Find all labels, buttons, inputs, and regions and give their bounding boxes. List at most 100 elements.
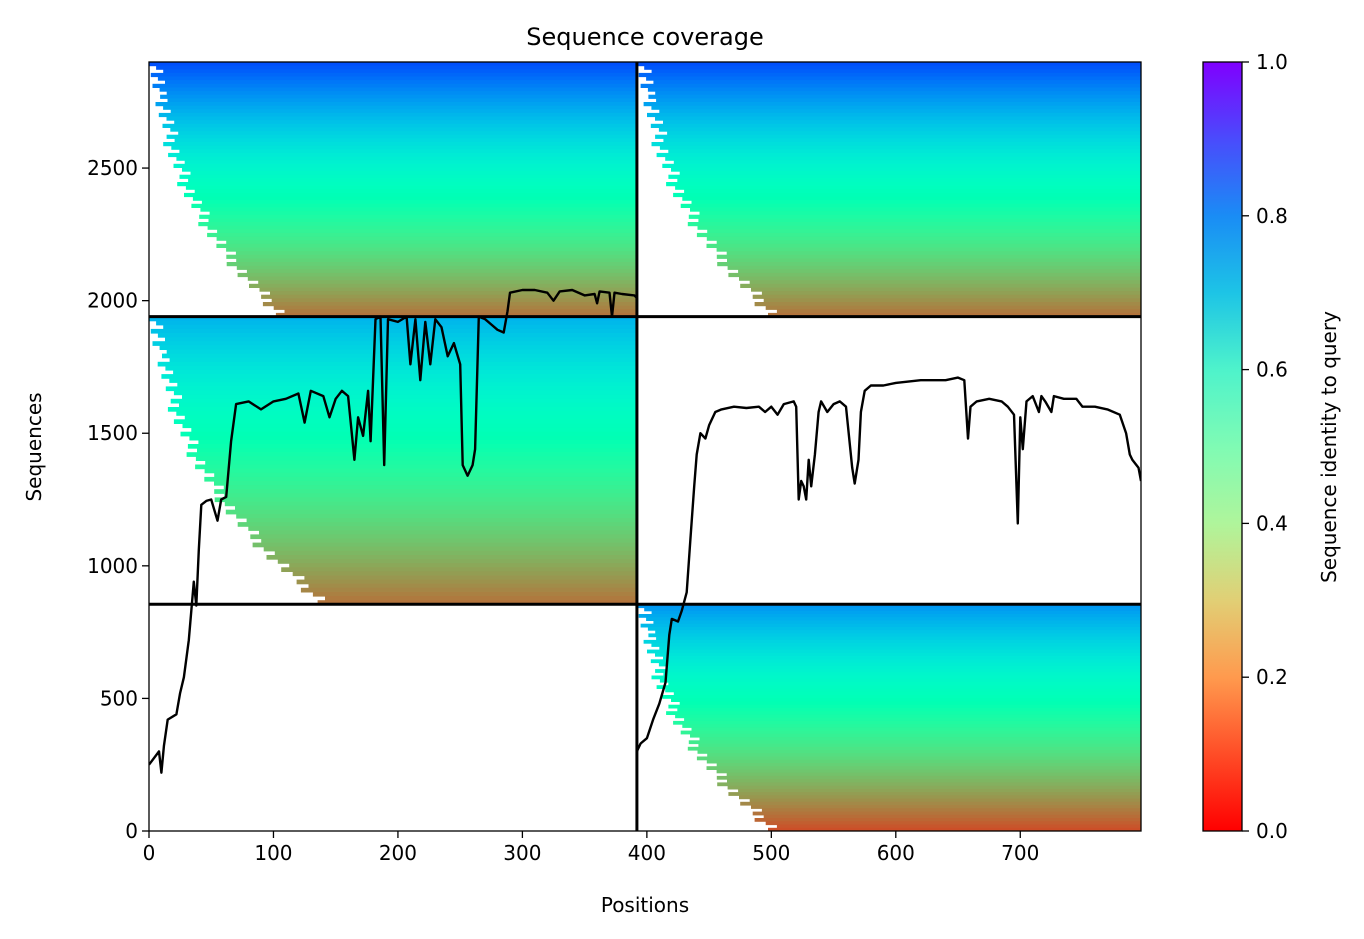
heatmap-row — [296, 579, 637, 585]
x-tick-label: 400 — [628, 841, 666, 865]
heatmap-row — [740, 801, 1141, 806]
heatmap-row — [738, 269, 1141, 274]
heatmap-row — [776, 824, 1141, 829]
heatmap-row — [152, 341, 637, 346]
heatmap-row — [636, 62, 1141, 67]
heatmap-row — [250, 534, 637, 540]
heatmap-block — [149, 316, 638, 605]
heatmap-row — [663, 672, 1141, 677]
heatmap-row — [662, 163, 1141, 168]
heatmap-row — [765, 821, 1141, 826]
heatmap-row — [648, 633, 1141, 638]
heatmap-row — [317, 600, 637, 605]
heatmap-row — [726, 251, 1141, 256]
heatmap-row — [659, 145, 1141, 150]
heatmap-row — [643, 639, 1141, 644]
heatmap-row — [159, 345, 637, 350]
heatmap-row — [638, 72, 1141, 78]
heatmap-row — [184, 160, 637, 165]
heatmap-row — [204, 468, 637, 474]
heatmap-row — [236, 258, 637, 263]
heatmap-row — [156, 65, 637, 70]
heatmap-row — [638, 614, 1141, 618]
heatmap-row — [209, 211, 637, 216]
y-tick-label: 1500 — [87, 421, 138, 445]
heatmap-row — [776, 309, 1141, 314]
heatmap-row — [673, 192, 1141, 198]
heatmap-row — [248, 526, 637, 531]
x-tick-label: 0 — [143, 841, 156, 865]
colorbar-label: Sequence identity to query — [1317, 311, 1341, 583]
heatmap-row — [177, 182, 637, 187]
heatmap-row — [663, 120, 1141, 125]
heatmap-row — [665, 156, 1141, 161]
heatmap-row — [150, 328, 637, 334]
heatmap-row — [740, 283, 1141, 288]
colorbar-tick-label: 0.4 — [1256, 511, 1288, 535]
heatmap-row — [682, 196, 1141, 201]
heatmap-row — [663, 656, 1141, 660]
heatmap-row — [680, 203, 1141, 208]
heatmap-row — [671, 167, 1141, 172]
heatmap-row — [165, 386, 637, 392]
heatmap-row — [224, 493, 637, 498]
y-tick-label: 500 — [100, 686, 138, 710]
heatmap-row — [651, 610, 1141, 615]
heatmap-row — [170, 127, 637, 132]
heatmap-row — [158, 112, 637, 118]
heatmap-row — [687, 746, 1141, 751]
heatmap-row — [655, 652, 1141, 657]
heatmap-row — [188, 178, 637, 183]
heatmap-row — [754, 818, 1141, 822]
heatmap-row — [728, 792, 1141, 796]
heatmap-row — [157, 361, 637, 367]
heatmap-row — [706, 766, 1141, 770]
x-tick-label: 700 — [1001, 841, 1039, 865]
heatmap-row — [165, 80, 637, 85]
heatmap-block — [636, 604, 1141, 831]
heatmap-row — [165, 337, 637, 342]
heatmap-row — [668, 174, 1141, 179]
heatmap-row — [663, 138, 1141, 143]
heatmap-row — [162, 353, 637, 359]
heatmap-row — [201, 200, 637, 205]
heatmap-row — [717, 262, 1141, 267]
heatmap-row — [300, 587, 637, 593]
heatmap-row — [697, 750, 1141, 754]
heatmap-row — [668, 682, 1141, 686]
coverage-heatmap — [149, 62, 1141, 831]
heatmap-row — [169, 378, 637, 383]
heatmap-row — [656, 685, 1141, 689]
heatmap-row — [214, 489, 637, 494]
heatmap-row — [179, 174, 637, 179]
heatmap-row — [207, 232, 637, 238]
heatmap-row — [659, 109, 1141, 114]
heatmap-row — [205, 460, 637, 466]
heatmap-row — [204, 476, 637, 482]
x-tick-label: 300 — [503, 841, 541, 865]
heatmap-row — [174, 120, 637, 125]
heatmap-row — [751, 805, 1141, 809]
heatmap-row — [667, 665, 1141, 670]
heatmap-row — [706, 243, 1141, 248]
heatmap-row — [194, 189, 637, 194]
heatmap-row — [247, 276, 637, 281]
heatmap-row — [184, 192, 637, 198]
heatmap-row — [200, 207, 637, 212]
heatmap-row — [246, 269, 637, 274]
heatmap-row — [189, 435, 637, 441]
heatmap-row — [179, 149, 637, 154]
heatmap-row — [281, 567, 637, 572]
heatmap-row — [252, 542, 637, 548]
y-tick-label: 1000 — [87, 554, 138, 578]
heatmap-row — [163, 324, 637, 330]
heatmap-row — [223, 485, 637, 490]
heatmap-row — [159, 87, 637, 92]
heatmap-row — [768, 312, 1141, 318]
heatmap-row — [697, 225, 1141, 230]
heatmap-row — [655, 91, 1141, 96]
heatmap-row — [167, 407, 637, 412]
colorbar-tick-label: 0.0 — [1256, 819, 1288, 843]
colorbar — [1202, 61, 1243, 832]
